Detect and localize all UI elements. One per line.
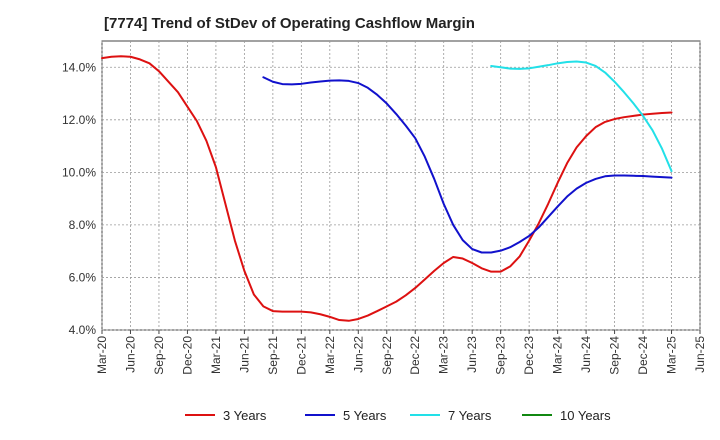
x-tick-label: Dec-22 [408, 336, 422, 375]
x-tick-label: Dec-20 [180, 336, 194, 375]
x-tick-label: Mar-23 [437, 336, 451, 374]
legend-label-10-years: 10 Years [560, 408, 611, 423]
y-tick-label: 10.0% [62, 165, 96, 179]
x-tick-label: Sep-20 [152, 336, 166, 375]
x-tick-label: Mar-21 [209, 336, 223, 374]
x-tick-label: Jun-21 [237, 336, 251, 373]
chart-title: [7774] Trend of StDev of Operating Cashf… [104, 15, 475, 32]
x-tick-label: Jun-22 [351, 336, 365, 373]
x-tick-label: Mar-20 [95, 336, 109, 374]
y-tick-label: 14.0% [62, 60, 96, 74]
legend-label-3-years: 3 Years [223, 408, 267, 423]
y-tick-label: 12.0% [62, 113, 96, 127]
x-tick-label: Sep-24 [608, 336, 622, 375]
legend-label-7-years: 7 Years [448, 408, 492, 423]
x-tick-label: Mar-25 [665, 336, 679, 374]
plot-area [101, 40, 701, 331]
x-tick-label: Jun-20 [123, 336, 137, 373]
x-tick-label: Sep-23 [494, 336, 508, 375]
y-tick-label: 8.0% [69, 218, 97, 232]
x-tick-label: Mar-24 [551, 336, 565, 374]
x-tick-label: Sep-21 [266, 336, 280, 375]
y-tick-label: 4.0% [69, 323, 97, 337]
x-tick-label: Dec-23 [522, 336, 536, 375]
x-tick-label: Jun-25 [693, 336, 707, 373]
x-tick-label: Dec-24 [636, 336, 650, 375]
series-line-5-years [262, 76, 673, 254]
x-tick-label: Dec-21 [294, 336, 308, 375]
x-tick-label: Sep-22 [380, 336, 394, 375]
legend-label-5-years: 5 Years [343, 408, 387, 423]
x-tick-label: Jun-23 [465, 336, 479, 373]
x-tick-label: Jun-24 [579, 336, 593, 373]
x-tick-label: Mar-22 [323, 336, 337, 374]
y-tick-label: 6.0% [69, 270, 97, 284]
series-line-3-years [101, 55, 673, 322]
series-line-7-years [490, 60, 673, 173]
